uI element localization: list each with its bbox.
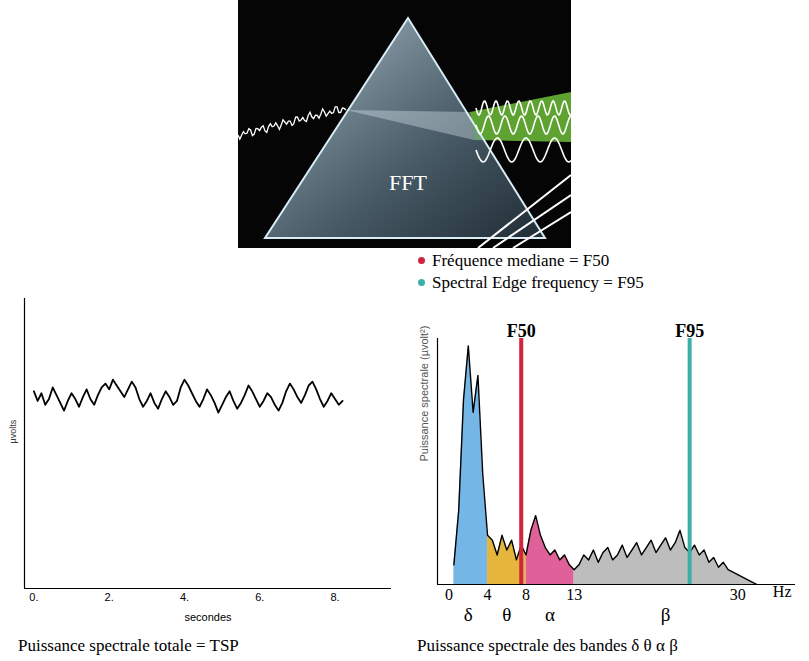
svg-text:α: α (545, 604, 555, 625)
svg-text:6.: 6. (255, 591, 264, 603)
svg-text:secondes: secondes (184, 611, 232, 623)
svg-text:2.: 2. (105, 591, 114, 603)
svg-text:30: 30 (730, 586, 746, 603)
svg-text:4: 4 (484, 586, 492, 603)
html-text:Puissance spectrale totale = T: Puissance spectrale totale = TSP (18, 636, 239, 655)
svg-text:8: 8 (522, 586, 530, 603)
html-text:Fréquence mediane = F50: Fréquence mediane = F50 (432, 251, 610, 270)
svg-text:µvolts: µvolts (8, 419, 18, 443)
svg-text:0.: 0. (29, 591, 38, 603)
svg-text:0: 0 (445, 586, 453, 603)
svg-text:8.: 8. (330, 591, 339, 603)
svg-text:13: 13 (566, 586, 582, 603)
svg-text:Puissance spectrale (µvolt²): Puissance spectrale (µvolt²) (418, 326, 430, 462)
svg-text:θ: θ (502, 604, 511, 625)
svg-text:F50: F50 (507, 321, 536, 341)
svg-text:Hz: Hz (773, 583, 792, 600)
svg-text:β: β (661, 604, 671, 625)
svg-text:4.: 4. (180, 591, 189, 603)
html-text:Spectral Edge frequency = F95: Spectral Edge frequency = F95 (432, 273, 644, 292)
svg-text:δ: δ (464, 604, 473, 625)
svg-text:FFT: FFT (389, 170, 427, 195)
html-text:Puissance spectrale des bandes: Puissance spectrale des bandes δ θ α β (417, 636, 678, 655)
svg-text:F95: F95 (675, 321, 704, 341)
